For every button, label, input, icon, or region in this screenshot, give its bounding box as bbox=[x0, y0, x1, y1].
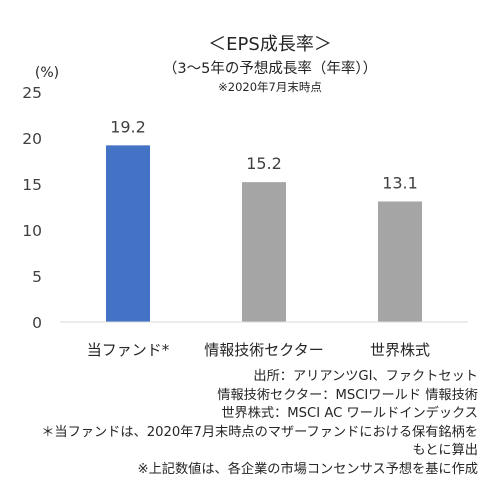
sector-definition-note: 情報技術セクター：MSCIワールド 情報技術 bbox=[217, 387, 478, 403]
data-label: 15.2 bbox=[246, 154, 282, 173]
y-axis-ticks: 0 5 10 15 20 25 bbox=[22, 84, 42, 332]
category-label: 当ファンド* bbox=[87, 341, 170, 359]
y-tick-label: 5 bbox=[32, 268, 42, 286]
y-tick-label: 10 bbox=[22, 222, 42, 240]
data-labels: 19.2 15.2 13.1 bbox=[110, 117, 418, 192]
eps-growth-bar-chart: ＜EPS成長率＞ （3～5年の予想成長率（年率）） ※2020年7月末時点 (%… bbox=[22, 34, 468, 359]
bar bbox=[242, 182, 286, 322]
y-tick-label: 0 bbox=[32, 314, 42, 332]
y-axis-unit-label: (%) bbox=[35, 65, 59, 81]
fund-calculation-note-cont: もとに算出 bbox=[412, 443, 478, 459]
chart-subtitle: （3～5年の予想成長率（年率）） bbox=[163, 60, 377, 77]
y-tick-label: 15 bbox=[22, 176, 42, 194]
y-tick-label: 25 bbox=[22, 84, 42, 102]
bar bbox=[378, 201, 422, 322]
source-note: 出所：アリアンツGI、ファクトセット bbox=[253, 369, 478, 384]
data-label: 19.2 bbox=[110, 117, 146, 136]
world-equity-definition-note: 世界株式：MSCI AC ワールドインデックス bbox=[221, 406, 478, 422]
y-tick-label: 20 bbox=[22, 130, 42, 148]
footnotes: 出所：アリアンツGI、ファクトセット 情報技術セクター：MSCIワールド 情報技… bbox=[8, 368, 478, 480]
chart-date-note: ※2020年7月末時点 bbox=[218, 80, 322, 94]
fund-calculation-note: ＊当ファンドは、2020年7月末時点のマザーファンドにおける保有銘柄を bbox=[41, 424, 478, 440]
bars bbox=[106, 145, 422, 322]
category-label: 世界株式 bbox=[370, 341, 430, 359]
chart-title: ＜EPS成長率＞ bbox=[208, 34, 332, 55]
consensus-note: ※上記数値は、各企業の市場コンセンサス予想を基に作成 bbox=[137, 461, 478, 477]
category-labels: 当ファンド* 情報技術セクター 世界株式 bbox=[87, 341, 430, 359]
category-label: 情報技術セクター bbox=[204, 341, 323, 359]
bar bbox=[106, 145, 150, 322]
data-label: 13.1 bbox=[382, 173, 418, 192]
